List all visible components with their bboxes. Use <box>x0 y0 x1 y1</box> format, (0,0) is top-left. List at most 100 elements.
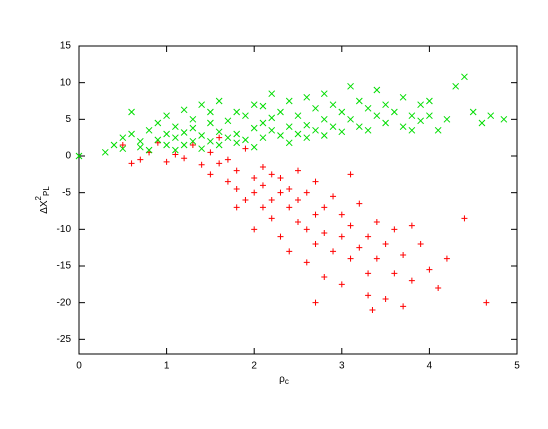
scatter-point <box>338 281 345 288</box>
scatter-point <box>259 102 267 110</box>
scatter-point <box>303 226 310 233</box>
scatter-point <box>338 128 346 136</box>
scatter-point <box>198 101 205 109</box>
scatter-point <box>469 108 477 116</box>
scatter-point <box>163 130 170 138</box>
scatter-point <box>312 104 319 112</box>
scatter-point <box>365 233 372 240</box>
scatter-point <box>329 101 337 109</box>
scatter-point <box>443 255 450 262</box>
scatter-point <box>365 270 372 277</box>
scatter-point <box>207 108 214 116</box>
scatter-point <box>154 139 161 146</box>
scatter-point <box>312 241 319 247</box>
scatter-point <box>242 112 249 120</box>
scatter-point <box>347 82 354 90</box>
scatter-point <box>251 189 258 196</box>
scatter-point <box>259 204 266 211</box>
scatter-point <box>277 175 284 181</box>
scatter-point <box>224 117 232 125</box>
y-tick-label: 10 <box>60 77 72 88</box>
scatter-point <box>373 112 381 120</box>
y-label-sub: PL <box>42 186 51 196</box>
scatter-point <box>330 248 337 255</box>
scatter-point <box>391 108 398 116</box>
scatter-point <box>356 244 363 251</box>
scatter-point <box>250 101 258 109</box>
y-tick-label: -20 <box>57 297 72 308</box>
scatter-point <box>320 115 328 123</box>
scatter-point <box>268 197 275 203</box>
scatter-point <box>365 292 372 299</box>
scatter-point <box>128 160 135 167</box>
scatter-point <box>286 186 293 192</box>
scatter-point <box>268 90 276 98</box>
scatter-point <box>145 146 153 154</box>
scatter-point <box>434 126 442 134</box>
scatter-point <box>128 108 135 116</box>
scatter-point <box>338 108 346 116</box>
scatter-point <box>268 215 275 222</box>
scatter-point <box>189 115 197 123</box>
scatter-point <box>101 148 109 156</box>
scatter-point <box>233 186 240 192</box>
scatter-point <box>329 123 337 131</box>
scatter-point <box>443 115 451 123</box>
scatter-point <box>189 142 196 148</box>
scatter-point <box>242 197 249 203</box>
scatter-point <box>215 128 223 136</box>
scatter-point <box>461 215 468 222</box>
scatter-point <box>312 126 319 134</box>
scatter-point <box>295 219 301 225</box>
scatter-point <box>355 97 363 105</box>
y-tick-label: -25 <box>57 334 72 345</box>
scatter-point <box>417 117 424 125</box>
y-tick-label: -15 <box>57 261 72 272</box>
scatter-point <box>312 178 319 185</box>
scatter-point <box>417 241 424 247</box>
scatter-point <box>382 119 389 127</box>
scatter-point <box>286 204 293 211</box>
scatter-point <box>400 252 407 258</box>
scatter-point <box>128 130 135 138</box>
scatter-point <box>268 171 275 178</box>
scatter-point <box>75 152 83 160</box>
scatter-point <box>330 193 337 200</box>
scatter-point <box>382 296 389 302</box>
y-tick-label: 15 <box>60 41 72 52</box>
scatter-point <box>303 121 311 129</box>
scatter-point <box>295 167 301 174</box>
scatter-point <box>286 248 293 255</box>
scatter-point <box>312 211 319 218</box>
x-tick-label: 3 <box>339 361 345 372</box>
scatter-point <box>136 143 144 151</box>
scatter-point <box>216 134 223 141</box>
scatter-point <box>373 255 380 262</box>
scatter-point <box>242 145 249 152</box>
scatter-point <box>355 123 363 131</box>
scatter-point <box>487 112 495 120</box>
scatter-point <box>321 230 328 236</box>
scatter-point <box>356 200 363 207</box>
scatter-point <box>172 151 179 158</box>
x-tick-label: 0 <box>76 361 82 372</box>
scatter-point <box>215 97 223 105</box>
scatter-point <box>224 156 231 163</box>
scatter-point <box>303 189 310 196</box>
x-label-sub: c <box>285 377 289 386</box>
scatter-point <box>181 155 188 162</box>
scatter-point <box>233 204 240 211</box>
scatter-point <box>320 90 328 98</box>
scatter-point <box>321 274 328 280</box>
scatter-point <box>233 139 241 147</box>
scatter-point <box>391 226 398 233</box>
scatter-point <box>500 115 508 123</box>
scatter-point <box>347 222 354 229</box>
scatter-point <box>303 134 311 142</box>
scatter-point <box>408 222 415 229</box>
scatter-point <box>163 112 170 120</box>
scatter-point <box>268 114 276 122</box>
scatter-point <box>189 137 197 145</box>
scatter-point <box>233 167 240 174</box>
